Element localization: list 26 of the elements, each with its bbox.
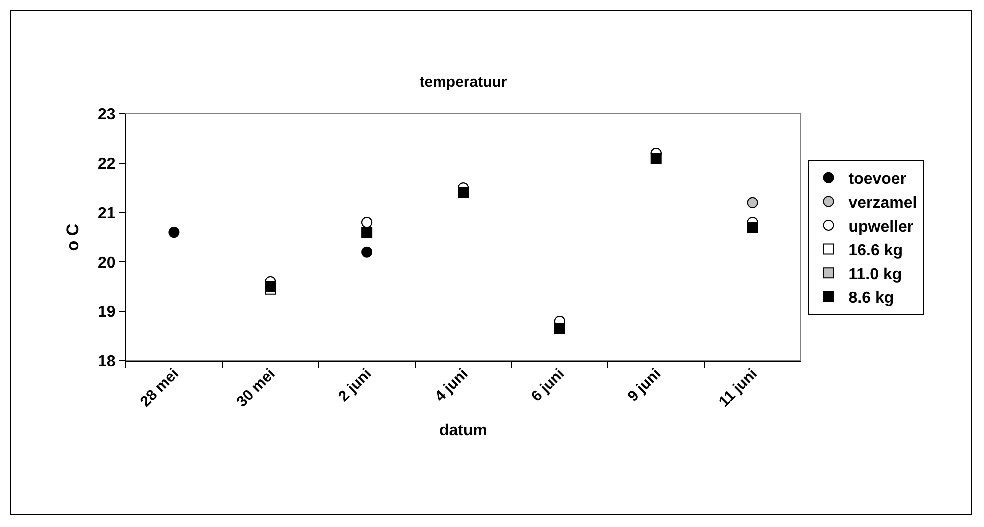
x-tick-label: 30 mei	[234, 366, 279, 411]
y-axis-title: o C	[64, 224, 83, 252]
x-tick-label: 28 mei	[137, 366, 182, 411]
legend-label: 11.0 kg	[848, 266, 902, 284]
y-tick-label: 19	[98, 304, 116, 322]
point	[554, 323, 566, 334]
y-tick-label: 18	[98, 354, 116, 371]
point	[265, 281, 276, 292]
y-tick-label: 20	[98, 254, 116, 272]
legend-label: upweller	[848, 218, 914, 236]
point	[362, 246, 373, 258]
x-axis-title: datum	[440, 422, 488, 440]
y-tick-label: 23	[98, 106, 116, 124]
legend-label: 8.6 kg	[848, 290, 894, 308]
legend-label: verzamel	[848, 194, 918, 212]
y-tick-label: 22	[98, 156, 116, 173]
point	[747, 197, 758, 208]
legend-label: 16.6 kg	[848, 242, 904, 260]
legend-label: toevoer	[848, 171, 907, 188]
point	[747, 222, 758, 234]
point	[650, 152, 662, 164]
point	[458, 188, 469, 199]
y-tick-label: 21	[98, 205, 116, 222]
point	[168, 227, 180, 238]
chart-title: temperatuur	[420, 74, 508, 92]
point	[362, 227, 373, 238]
